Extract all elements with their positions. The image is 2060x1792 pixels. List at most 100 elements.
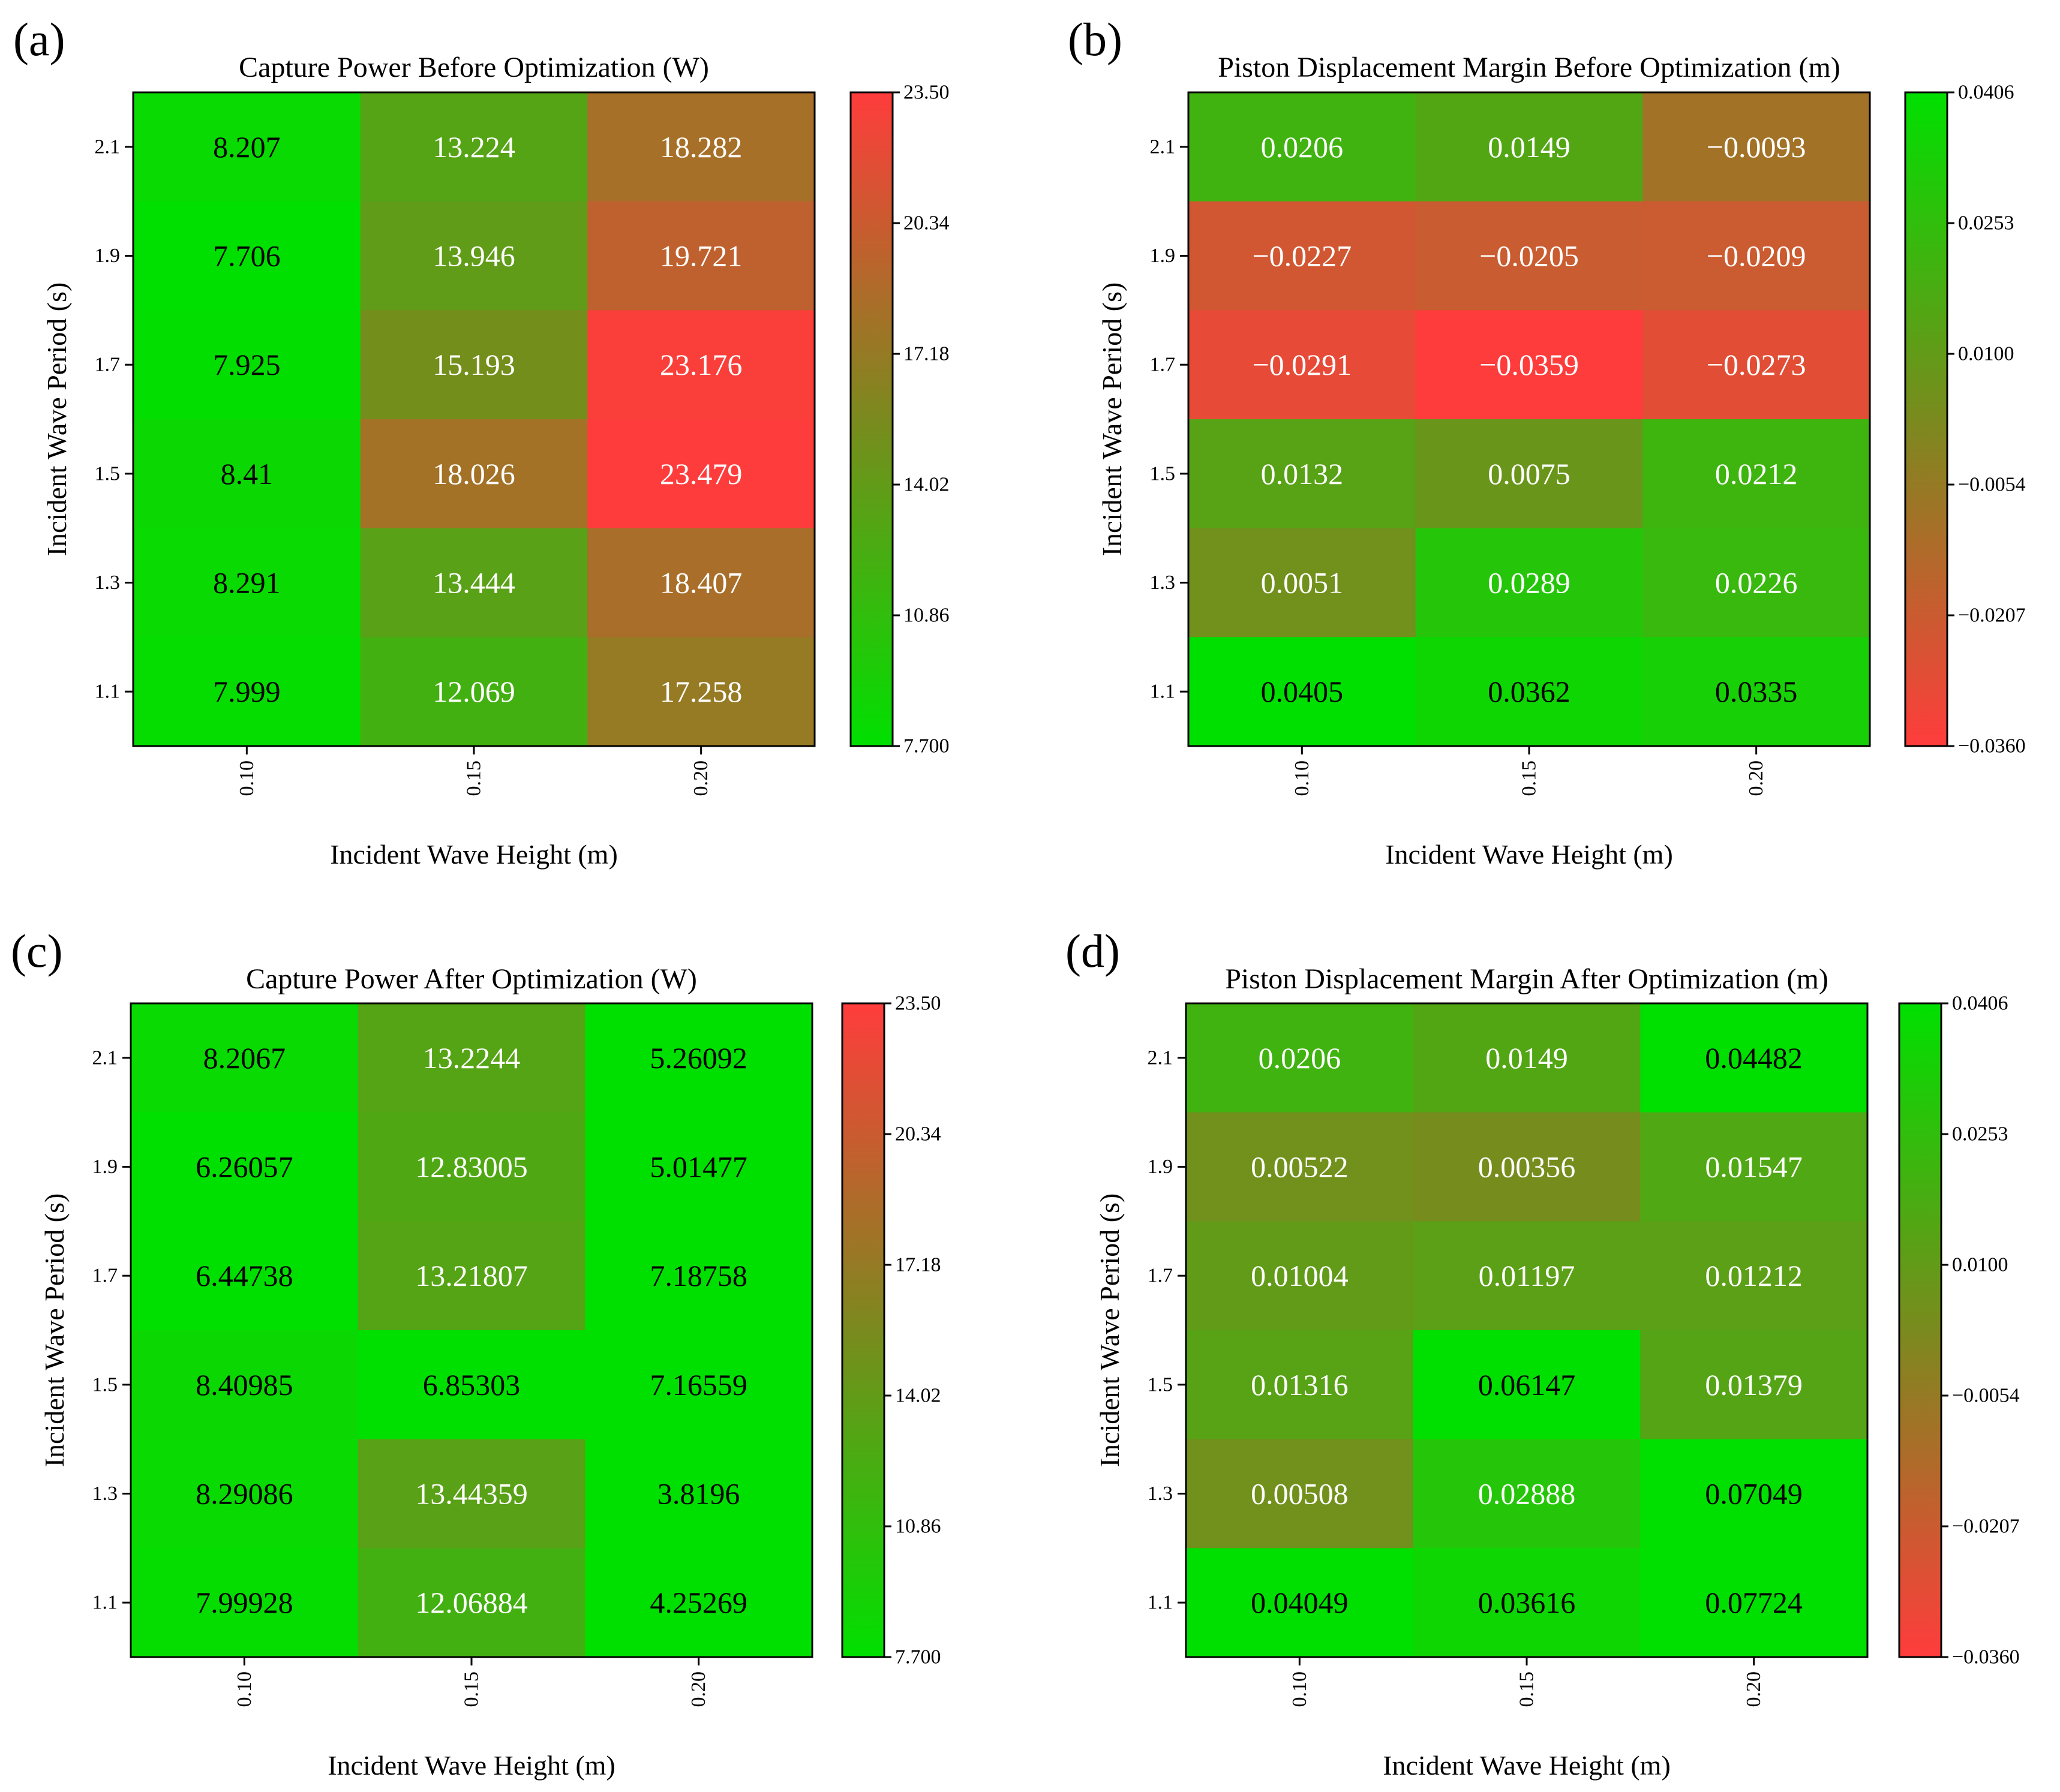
colorbar-tick-label: −0.0207 (1952, 1516, 2020, 1538)
heatmap-cell (1642, 310, 1870, 420)
heatmap-cell (1188, 637, 1416, 747)
cell-value-label: 0.06147 (1478, 1368, 1576, 1402)
cell-value-label: 0.0405 (1261, 675, 1344, 708)
cell-value-label: 13.44359 (415, 1477, 528, 1511)
x-tick-label: 0.15 (1518, 760, 1541, 796)
cell-value-label: 7.18758 (650, 1259, 747, 1292)
heatmap-cell (358, 1439, 585, 1549)
heatmap-cell (585, 1221, 813, 1331)
heatmap-cell (1413, 1112, 1641, 1222)
panel-b: 0.0206 0.0149 −0.0093 −0.0227 −0.0205 −0.0209… (1068, 13, 2026, 870)
cell-value-label: 0.02888 (1478, 1477, 1576, 1511)
heatmap-cell (133, 310, 361, 420)
cell-value-label: 23.479 (660, 457, 743, 491)
heatmap-cell (1415, 419, 1643, 529)
cell-value-label: 0.04049 (1251, 1586, 1349, 1619)
heatmap-cell (1186, 1003, 1414, 1113)
cell-value-label: 8.40985 (196, 1368, 293, 1402)
y-tick-label: 1.9 (1150, 245, 1176, 267)
heatmap-cell (1186, 1221, 1414, 1331)
cell-value-label: 12.069 (433, 675, 515, 708)
heatmap-cell (133, 92, 361, 202)
colorbar-tick-label: −0.0054 (1952, 1385, 2020, 1407)
heatmap-cell (131, 1548, 359, 1658)
cell-value-label: −0.0359 (1479, 348, 1579, 381)
heatmap-cell (358, 1003, 585, 1113)
heatmap-cell (585, 1439, 813, 1549)
panel-title: Capture Power Before Optimization (W) (239, 52, 709, 83)
heatmap-cell (131, 1221, 359, 1331)
cell-value-label: 0.0075 (1488, 457, 1570, 491)
heatmap-cell (587, 637, 815, 747)
y-tick-label: 1.9 (1148, 1156, 1173, 1178)
colorbar-tick-label: 20.34 (903, 212, 950, 234)
colorbar-tick-label: 23.50 (903, 82, 950, 104)
x-tick-label: 0.15 (461, 1671, 483, 1707)
heatmap-cell (133, 637, 361, 747)
heatmap-cell (360, 201, 588, 311)
cell-value-label: 12.06884 (415, 1586, 528, 1619)
y-tick-label: 2.1 (92, 1047, 118, 1069)
heatmap-cell (1188, 310, 1416, 420)
cell-value-label: 0.01379 (1705, 1368, 1803, 1402)
x-tick-label: 0.15 (1516, 1671, 1538, 1707)
colorbar (849, 91, 894, 747)
heatmap-cell (360, 528, 588, 638)
cell-value-label: 0.0149 (1488, 130, 1570, 164)
x-axis-label: Incident Wave Height (m) (328, 1750, 615, 1781)
cell-value-label: 0.04482 (1705, 1041, 1803, 1075)
cell-value-label: 7.99928 (196, 1586, 293, 1619)
cell-value-label: 8.2067 (203, 1041, 286, 1075)
colorbar-tick-label: 7.700 (895, 1646, 941, 1668)
panel-title: Piston Displacement Margin After Optimiz… (1225, 963, 1828, 995)
y-tick-label: 1.9 (92, 1156, 118, 1178)
cell-value-label: 6.26057 (196, 1150, 293, 1184)
cell-value-label: −0.0093 (1707, 130, 1806, 164)
heatmap-cell (358, 1548, 585, 1658)
cell-value-label: 19.721 (660, 239, 743, 273)
cell-value-label: 0.00508 (1251, 1477, 1349, 1511)
colorbar-tick-label: −0.0054 (1958, 474, 2026, 496)
cell-value-label: 18.282 (660, 130, 743, 164)
colorbar-tick-label: 0.0100 (1952, 1254, 2008, 1276)
colorbar-tick-label: 0.0100 (1958, 343, 2014, 365)
heatmap-cell (1640, 1548, 1868, 1658)
cell-value-label: 13.21807 (415, 1259, 528, 1292)
y-tick-label: 2.1 (1148, 1047, 1173, 1069)
heatmap-cell (1642, 419, 1870, 529)
heatmap-cell (1640, 1221, 1868, 1331)
heatmap-cell (1186, 1112, 1414, 1222)
heatmap-cell (358, 1112, 585, 1222)
cell-value-label: 0.03616 (1478, 1586, 1576, 1619)
cell-value-label: −0.0291 (1252, 348, 1352, 381)
heatmap-cell (131, 1330, 359, 1440)
colorbar (1904, 91, 1948, 747)
cell-value-label: −0.0205 (1479, 239, 1579, 273)
x-tick-label: 0.10 (233, 1671, 256, 1707)
colorbar-tick-label: 0.0406 (1958, 82, 2014, 104)
panel-title: Piston Displacement Margin Before Optimi… (1218, 52, 1840, 83)
panel-letter: (a) (13, 13, 65, 65)
colorbar-tick-label: −0.0360 (1958, 735, 2026, 757)
cell-value-label: 5.26092 (650, 1041, 747, 1075)
heatmap-cell (1188, 201, 1416, 311)
cell-value-label: 12.83005 (415, 1150, 528, 1184)
cell-value-label: 6.85303 (423, 1368, 521, 1402)
cell-value-label: 0.01212 (1705, 1259, 1803, 1292)
cell-value-label: 3.8196 (657, 1477, 740, 1511)
y-tick-label: 1.1 (95, 681, 121, 703)
cell-value-label: 17.258 (660, 675, 743, 708)
x-tick-label: 0.15 (463, 760, 485, 796)
heatmap-cell (360, 92, 588, 202)
cell-value-label: 18.026 (433, 457, 515, 491)
cell-value-label: 13.946 (433, 239, 515, 273)
cell-value-label: 0.0362 (1488, 675, 1570, 708)
x-tick-label: 0.20 (690, 760, 712, 796)
heatmap-cell (358, 1221, 585, 1331)
cell-value-label: 8.29086 (196, 1477, 293, 1511)
cell-value-label: 0.01197 (1479, 1259, 1575, 1292)
heatmap-cell (1413, 1439, 1641, 1549)
heatmap-cell (585, 1548, 813, 1658)
cell-value-label: 0.07724 (1705, 1586, 1803, 1619)
